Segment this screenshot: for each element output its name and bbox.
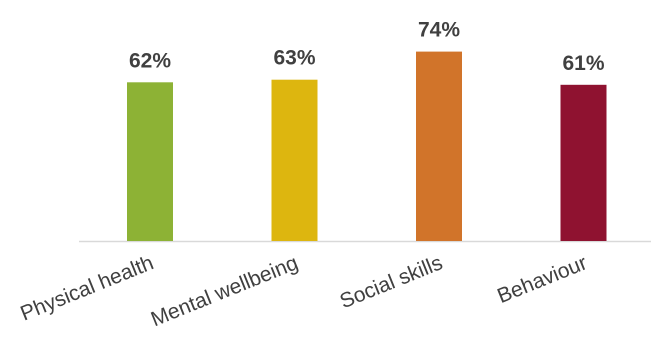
- category-label-physical-health: Physical health: [17, 251, 157, 325]
- category-label-social-skills: Social skills: [337, 251, 446, 313]
- value-label-behaviour: 61%: [562, 52, 604, 75]
- bars-group: [127, 51, 607, 241]
- bar-physical-health: [127, 82, 173, 241]
- category-label-behaviour: Behaviour: [494, 251, 590, 308]
- category-label-mental-wellbeing: Mental wellbeing: [148, 251, 302, 331]
- value-label-mental-wellbeing: 63%: [273, 47, 315, 70]
- value-label-social-skills: 74%: [418, 19, 460, 42]
- value-labels-group: 62% 63% 74% 61%: [129, 19, 605, 75]
- value-label-physical-health: 62%: [129, 49, 171, 72]
- bar-behaviour: [560, 84, 607, 241]
- bar-mental-wellbeing: [271, 79, 318, 241]
- bar-social-skills: [416, 51, 462, 241]
